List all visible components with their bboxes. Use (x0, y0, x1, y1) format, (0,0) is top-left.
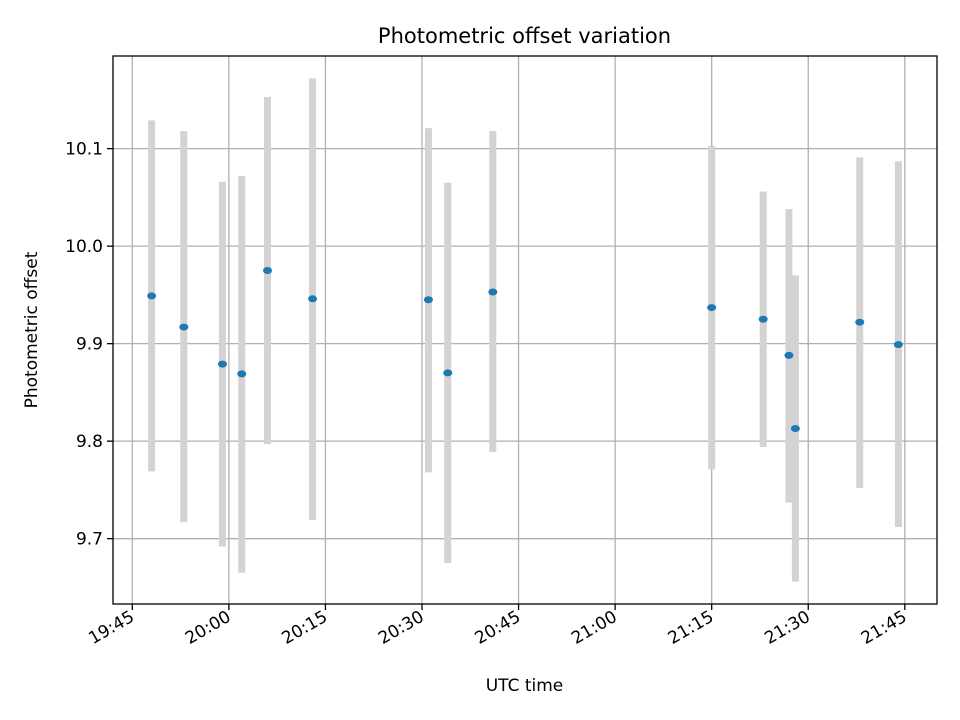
x-tick-label: 20:15 (279, 607, 331, 649)
x-tick-label: 21:45 (858, 607, 910, 649)
x-tick-label: 21:00 (568, 607, 620, 649)
data-point (263, 267, 272, 275)
x-axis-ticks: 19:45 20:00 20:15 20:30 20:45 21:00 21:15 21:30… (85, 604, 910, 649)
x-tick-label: 20:00 (182, 607, 234, 649)
y-tick-label: 9.9 (76, 335, 103, 355)
point-layer (147, 267, 903, 432)
data-point (758, 315, 768, 323)
data-point (147, 292, 157, 300)
plot-frame (112, 55, 938, 605)
data-point (707, 304, 717, 312)
data-point (423, 296, 433, 304)
x-tick-label: 20:45 (472, 607, 524, 649)
y-tick-label: 9.8 (76, 432, 103, 452)
y-tick-label: 10.1 (65, 140, 103, 160)
grid-layer (113, 56, 937, 604)
x-tick-label: 20:30 (375, 607, 427, 649)
x-tick-label: 19:45 (85, 607, 137, 649)
y-axis-ticks: 9.7 9.8 9.9 10.0 10.1 (65, 140, 113, 550)
chart-title: Photometric offset variation (378, 24, 671, 48)
data-point (179, 323, 189, 331)
data-point (217, 360, 227, 368)
y-tick-label: 9.7 (76, 530, 103, 550)
data-point (893, 341, 903, 349)
data-point (443, 369, 453, 377)
y-tick-label: 10.0 (65, 237, 103, 257)
data-point (790, 424, 800, 432)
x-axis-label: UTC time (486, 676, 564, 696)
x-tick-label: 21:15 (665, 607, 717, 649)
data-point (784, 351, 794, 359)
data-point (237, 370, 247, 378)
data-point (855, 318, 865, 326)
errorbar-layer (148, 78, 902, 582)
x-tick-label: 21:30 (761, 607, 813, 649)
y-axis-label: Photometric offset (22, 251, 42, 408)
data-point (488, 288, 498, 296)
data-point (308, 295, 318, 303)
